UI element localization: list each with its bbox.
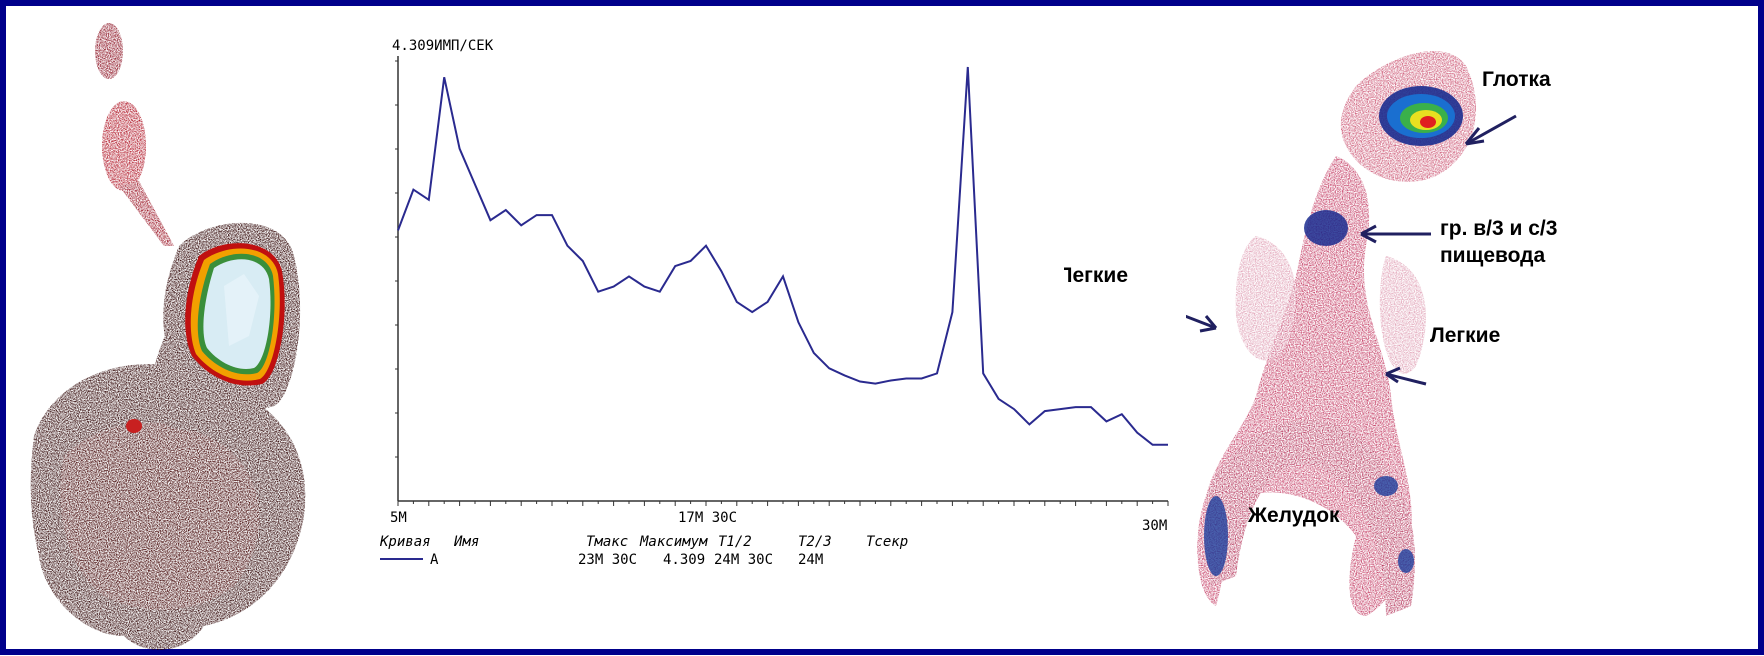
left-scintigram (30, 23, 306, 650)
arrow-throat (1464, 114, 1517, 146)
x-tick-label-end: 30М (1142, 518, 1167, 534)
footer-header-t12: Т1/2 (718, 534, 752, 550)
y-ticks (395, 60, 398, 458)
activity-curve-chart: 4.309ИМП/СЕК 5М 17М 30С 30М Кривая Имя Т… (379, 38, 1169, 568)
footer-value-tmax: 23М 30С (578, 552, 637, 568)
legend-label-a: А (430, 552, 439, 568)
x-tick-label-mid: 17М 30С (678, 510, 737, 526)
footer-header-tmax: Тмакс (586, 534, 628, 550)
y-axis-max-label: 4.309ИМП/СЕК (392, 38, 494, 54)
label-lungs-right: Легкие (1430, 324, 1501, 347)
footer-header-curve: Кривая (379, 534, 431, 550)
x-tick-label-start: 5М (390, 510, 407, 526)
footer-value-max: 4.309 (663, 552, 705, 568)
footer-header-tsecr: Тсекр (866, 534, 908, 550)
series-line-a (397, 66, 1168, 446)
footer-header-t23: Т2/3 (798, 534, 832, 550)
arrow-lungs-right (1385, 366, 1427, 386)
label-lungs-left: Легкие (1064, 264, 1128, 287)
footer-value-t12: 24М 30С (714, 552, 773, 568)
x-ticks (397, 501, 1169, 506)
label-esophagus-line2: пищевода (1440, 244, 1546, 267)
footer-header-max: Максимум (639, 534, 708, 550)
footer-value-t23: 24М (798, 552, 823, 568)
label-throat: Глотка (1482, 68, 1551, 91)
right-scintigram (1186, 51, 1517, 616)
label-esophagus-line1: гр. в/3 и с/3 (1440, 217, 1558, 240)
footer-header-name: Имя (453, 534, 479, 550)
arrow-lungs-left (1186, 314, 1218, 333)
arrow-esophagus (1360, 224, 1431, 244)
label-stomach: Желудок (1248, 504, 1340, 527)
